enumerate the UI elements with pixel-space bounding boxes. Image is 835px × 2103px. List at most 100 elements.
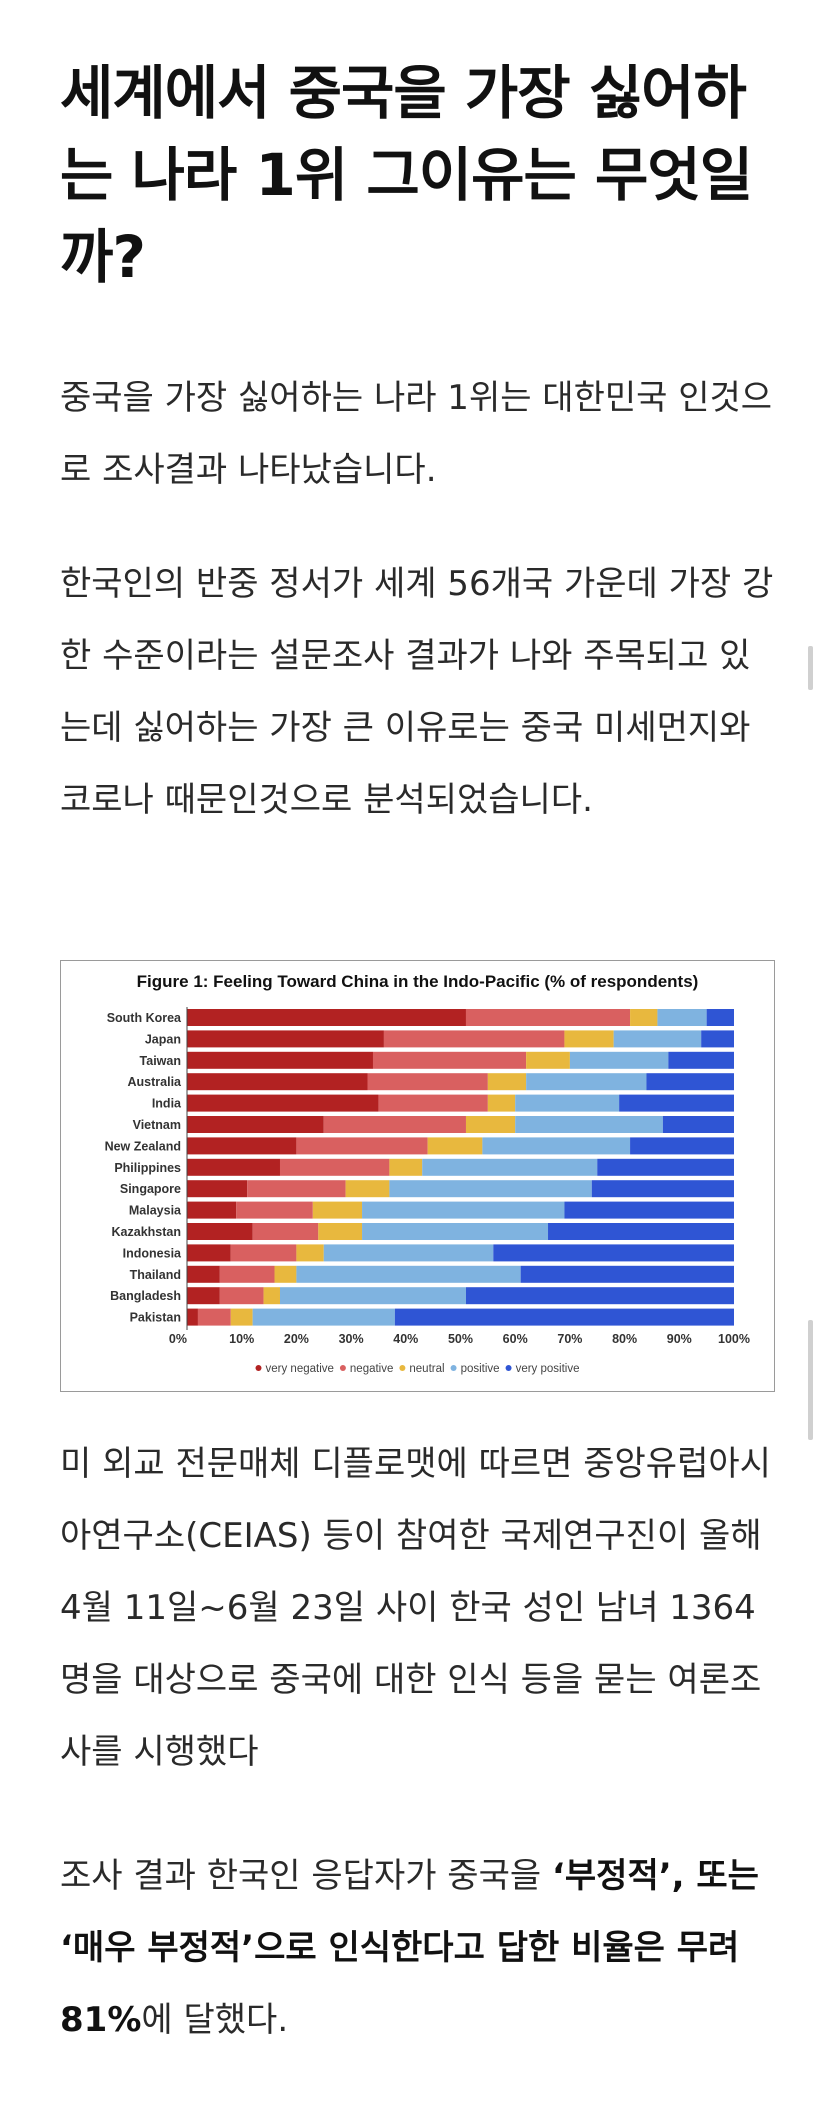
bar-segment [230,1244,297,1262]
bar-segment [706,1009,734,1026]
survey-chart-figure: Figure 1: Feeling Toward China in the In… [60,960,775,1392]
bar-segment [630,1009,658,1026]
bar-segment [187,1244,231,1262]
bar-segment [345,1180,390,1198]
legend-label: very positive [516,1363,580,1375]
category-label: Indonesia [123,1246,182,1260]
bar-segment [389,1180,592,1198]
chart-title: Figure 1: Feeling Toward China in the In… [137,972,699,991]
x-tick-label: 30% [339,1332,364,1346]
bar-segment [187,1287,220,1305]
bar-segment [187,1265,220,1283]
bar-segment [187,1094,379,1112]
bar-segment [630,1137,734,1155]
bar-segment [394,1308,734,1326]
category-label: New Zealand [105,1139,181,1153]
bar-segment [701,1030,734,1048]
paragraph-result: 조사 결과 한국인 응답자가 중국을 ‘부정적’, 또는 ‘매우 부정적’으로 … [60,1840,780,2056]
bar-segment [219,1287,264,1305]
bar-segment [367,1073,488,1091]
bar-segment [187,1009,466,1026]
bar-segment [187,1158,280,1176]
bar-segment [619,1094,734,1112]
paragraph-intro: 중국을 가장 싫어하는 나라 1위는 대한민국 인것으로 조사결과 나타났습니다… [60,378,773,490]
bar-segment [187,1051,373,1069]
bar-segment [279,1287,466,1305]
bar-segment [493,1244,734,1262]
category-label: Kazakhstan [112,1225,181,1239]
bar-segment [323,1244,494,1262]
category-label: Bangladesh [110,1289,181,1303]
bar-segment [526,1073,647,1091]
x-tick-label: 10% [229,1332,254,1346]
category-label: Malaysia [129,1204,182,1218]
category-label: India [152,1097,182,1111]
bar-segment [362,1223,549,1240]
x-tick-label: 90% [667,1332,692,1346]
category-label: Philippines [114,1161,181,1175]
bar-segment [465,1287,734,1305]
category-label: Vietnam [133,1118,181,1132]
bar-segment [263,1287,280,1305]
bar-segment [274,1265,297,1283]
bar-segment [548,1223,734,1240]
bar-segment [515,1094,620,1112]
bar-segment [465,1116,516,1133]
x-tick-label: 100% [718,1332,750,1346]
bar-segment [252,1308,395,1326]
legend-marker [505,1365,512,1371]
bar-segment [383,1030,565,1048]
bar-segment [613,1030,702,1048]
x-tick-label: 0% [169,1332,187,1346]
bar-segment [662,1116,734,1133]
bar-segment [520,1265,734,1283]
category-label: Singapore [120,1182,181,1196]
bar-segment [487,1073,527,1091]
category-label: Japan [145,1032,181,1046]
result-text-end: 에 달했다. [141,2000,289,2040]
bar-segment [279,1158,390,1176]
bar-segment [219,1265,275,1283]
legend-marker [450,1365,457,1371]
bar-segment [422,1158,598,1176]
bar-segment [187,1180,248,1198]
legend-label: very negative [266,1363,334,1375]
legend-marker [399,1365,406,1371]
bar-segment [526,1051,570,1069]
category-label: Thailand [130,1268,181,1282]
bar-segment [187,1308,198,1326]
x-tick-label: 60% [503,1332,528,1346]
bar-segment [646,1073,734,1091]
legend-marker [339,1365,346,1371]
category-label: Taiwan [140,1054,181,1068]
legend-label: negative [350,1363,393,1375]
scroll-indicator [808,646,813,690]
bar-segment [187,1073,368,1091]
category-label: Pakistan [130,1311,181,1325]
bar-segment [296,1244,324,1262]
bar-segment [296,1137,428,1155]
scroll-indicator [808,1320,813,1440]
bar-segment [564,1030,614,1048]
bar-segment [187,1030,384,1048]
article-title: 세계에서 중국을 가장 싫어하는 나라 1위 그이유는 무엇일까? [60,59,753,291]
bar-segment [657,1009,707,1026]
category-label: South Korea [107,1011,182,1025]
bar-segment [597,1158,734,1176]
bar-segment [247,1180,346,1198]
stacked-bar-chart: Figure 1: Feeling Toward China in the In… [105,972,750,1375]
legend-label: positive [461,1363,500,1375]
category-label: Australia [128,1075,183,1089]
bar-segment [465,1009,631,1026]
bar-segment [323,1116,466,1133]
bar-segment [187,1223,253,1240]
paragraph-reason: 한국인의 반중 정서가 세계 56개국 가운데 가장 강한 수준이라는 설문조사… [60,564,774,820]
bar-segment [318,1223,363,1240]
legend-label: neutral [409,1363,444,1375]
paragraph-survey: 미 외교 전문매체 디플로맷에 따르면 중앙유럽아시아연구소(CEIAS) 등이… [60,1444,771,1772]
bar-segment [296,1265,521,1283]
bar-segment [668,1051,734,1069]
bar-segment [591,1180,734,1198]
bar-segment [569,1051,669,1069]
